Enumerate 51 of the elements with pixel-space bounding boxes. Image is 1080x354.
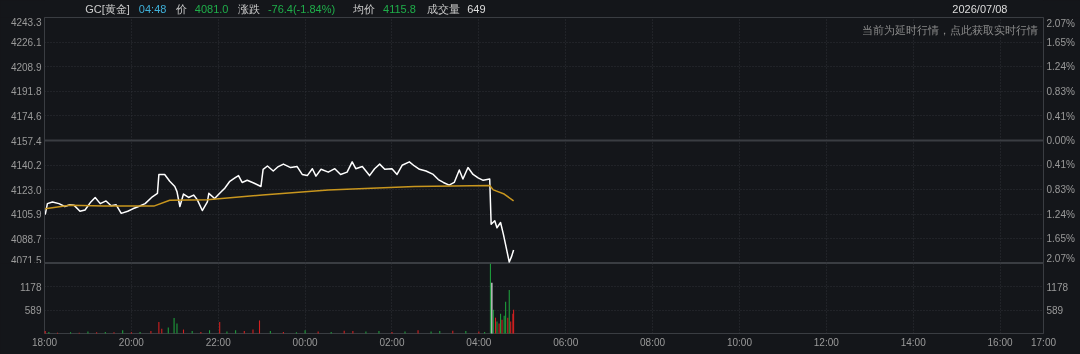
text: 均价 [352, 3, 376, 15]
text: 涨跌 [238, 3, 261, 15]
y2-tick-label: 2.07% [1046, 252, 1075, 264]
text: 2026/07/08 [952, 3, 1008, 15]
y-tick-label: 4123.0 [10, 184, 42, 196]
text: 04:48 [138, 3, 167, 15]
y2-tick-label: 0.83% [1046, 85, 1075, 97]
y2-tick-label: 1.24% [1046, 61, 1075, 73]
text: 4115.8 [383, 3, 416, 15]
x-tick-label: 02:00 [379, 336, 405, 348]
text: 价 [175, 3, 188, 15]
x-tick-label: 22:00 [205, 336, 232, 348]
y-tick-label: 4226.1 [10, 37, 42, 49]
y2-tick-label: 0.41% [1046, 159, 1075, 171]
y2-tick-label: 0.83% [1046, 184, 1075, 196]
x-tick-label: 18:00 [31, 336, 58, 348]
text: 649 [467, 3, 486, 15]
y-tick-label: 4105.9 [10, 209, 42, 221]
y-tick-label: 4071.5 [10, 254, 42, 266]
y2-tick-label: 1.65% [1046, 36, 1075, 48]
annotation: 当前为延时行情，点此获取实时行情 [861, 23, 1038, 36]
x-tick-label: 06:00 [553, 336, 579, 348]
text: -76.4(-1.84%) [267, 3, 336, 15]
y-tick-label: 1178 [20, 281, 42, 293]
x-tick-label: 20:00 [118, 336, 145, 348]
y-tick-label: 4208.9 [10, 61, 42, 73]
chart-title: GC[黄金] [85, 3, 130, 15]
y-tick-label: 589 [24, 305, 42, 317]
x-tick-label: 14:00 [900, 336, 927, 348]
x-tick-label: 00:00 [292, 336, 319, 348]
y2-tick-label: 2.07% [1046, 17, 1075, 29]
x-tick-label: 10:00 [726, 336, 753, 348]
x-tick-label: 08:00 [640, 336, 666, 348]
y-tick-label: 4191.8 [10, 86, 42, 98]
x-tick-label: 16:00 [987, 336, 1014, 348]
y2-tick-label: 1.65% [1046, 233, 1075, 245]
y2-tick-label: 1178 [1046, 281, 1069, 293]
y2-tick-label: 1.24% [1046, 208, 1075, 220]
y2-tick-label: 0.00% [1046, 135, 1075, 146]
y-tick-label: 4157.4 [10, 135, 42, 147]
y-tick-label: 4088.7 [10, 233, 42, 245]
y2-tick-label: 0.41% [1046, 110, 1075, 122]
y-tick-label: 4140.2 [10, 160, 42, 172]
x-tick-label: 12:00 [813, 336, 840, 348]
y-tick-label: 4174.6 [10, 110, 42, 122]
y2-tick-label: 589 [1046, 305, 1064, 317]
x-tick-label: 04:00 [466, 336, 492, 348]
x-tick-label: 17:00 [1030, 336, 1057, 348]
text: 成交量 [426, 3, 460, 15]
y-tick-label: 4243.3 [10, 16, 42, 28]
text: 4081.0 [194, 3, 229, 15]
